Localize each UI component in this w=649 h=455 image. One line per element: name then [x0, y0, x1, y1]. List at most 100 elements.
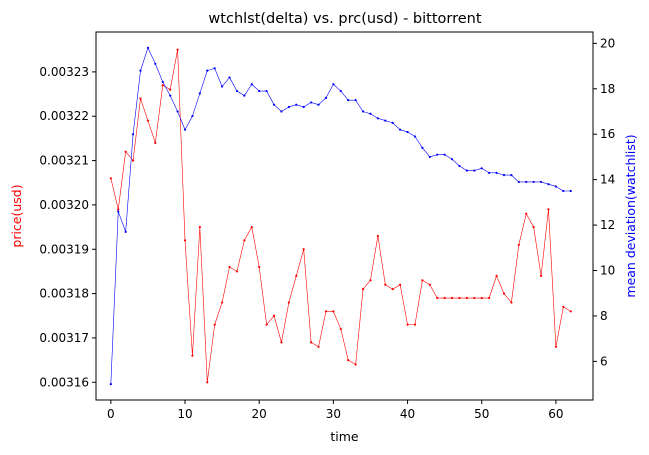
watchlist-point [169, 94, 172, 97]
price-point [206, 381, 209, 384]
price-point [436, 296, 439, 300]
price-point [287, 301, 290, 304]
price-point [495, 274, 498, 277]
price-point [265, 323, 268, 326]
price-point [488, 296, 491, 300]
price-point [406, 323, 409, 326]
y-right-tick-label: 14 [600, 173, 615, 187]
watchlist-point [406, 130, 409, 134]
watchlist-point [465, 169, 468, 172]
price-point [502, 292, 506, 295]
price-point [198, 225, 201, 229]
watchlist-point [443, 153, 446, 156]
watchlist-point [532, 180, 535, 184]
watchlist-point [228, 76, 231, 79]
watchlist-point [354, 99, 357, 102]
x-tick-label: 50 [474, 407, 489, 421]
price-point [369, 279, 372, 282]
price-point [310, 341, 313, 344]
price-point [443, 296, 446, 300]
watchlist-point [154, 62, 157, 65]
price-point [554, 345, 558, 348]
watchlist-point [399, 128, 402, 131]
y-right-tick-label: 6 [600, 354, 608, 368]
watchlist-point [428, 155, 431, 159]
price-point [176, 48, 179, 51]
watchlist-point [473, 169, 476, 172]
price-point [480, 296, 483, 300]
watchlist-point [539, 180, 543, 184]
y-right-tick-label: 18 [600, 82, 615, 96]
y-left-tick-label: 0.00321 [39, 154, 89, 168]
y-left-tick-label: 0.00317 [39, 331, 89, 345]
watchlist-point [206, 69, 209, 72]
price-point [413, 323, 417, 326]
watchlist-point [554, 185, 558, 188]
watchlist-point [243, 94, 246, 97]
price-point [399, 283, 402, 286]
price-point [517, 243, 520, 246]
price-point [139, 97, 142, 100]
watchlist-point [287, 105, 290, 109]
y-axis-right-label: mean deviation(watchlist) [623, 134, 638, 297]
price-point [161, 84, 164, 87]
price-point [525, 212, 528, 215]
price-point [146, 119, 150, 122]
watchlist-point [258, 89, 261, 93]
price-point [280, 341, 283, 344]
price-point [532, 225, 535, 229]
watchlist-point [495, 171, 498, 174]
watchlist-point [139, 69, 142, 72]
price-point [109, 177, 112, 180]
watchlist-point [421, 146, 424, 149]
price-point [235, 270, 239, 273]
price-point [428, 283, 431, 286]
watchlist-point [310, 101, 313, 104]
price-point [213, 323, 216, 326]
price-point [465, 296, 468, 300]
x-tick-label: 40 [400, 407, 415, 421]
watchlist-point [324, 96, 328, 99]
watchlist-series [109, 46, 572, 386]
watchlist-point [488, 171, 491, 174]
y-left-tick-label: 0.00323 [39, 65, 89, 79]
x-axis-label: time [330, 429, 359, 444]
price-point [131, 159, 135, 162]
price-point [569, 310, 572, 313]
y-right-tick-label: 12 [600, 218, 615, 232]
watchlist-point [480, 167, 483, 170]
watchlist-point [450, 158, 454, 161]
x-tick-label: 30 [326, 407, 341, 421]
price-point [539, 274, 543, 277]
price-point [376, 234, 379, 238]
watchlist-point [317, 103, 320, 106]
y-left-tick-label: 0.00320 [39, 198, 89, 212]
y-left-tick-label: 0.00318 [39, 287, 89, 301]
price-point [391, 288, 394, 291]
price-point [258, 265, 261, 269]
price-point [272, 314, 276, 317]
watchlist-point [347, 99, 350, 102]
chart-title: wtchlst(delta) vs. prc(usd) - bittorrent [208, 11, 481, 27]
price-point [347, 358, 350, 362]
y-axis-left: 0.00316 0.00317 0.00318 0.00319 0.00320 0.003… [39, 65, 96, 389]
watchlist-point [517, 180, 520, 184]
price-point [250, 225, 253, 229]
price-point [302, 248, 305, 251]
x-tick-label: 0 [107, 407, 115, 421]
y-right-tick-label: 16 [600, 127, 615, 141]
plot-area [95, 31, 594, 401]
price-point [458, 296, 461, 300]
price-point [324, 310, 328, 313]
watchlist-point [562, 189, 565, 193]
watchlist-point [250, 83, 253, 86]
price-point [562, 305, 565, 308]
price-point [339, 327, 342, 331]
watchlist-point [198, 92, 201, 95]
watchlist-point [376, 117, 379, 120]
y-axis-left-label: price(usd) [9, 184, 24, 247]
price-point [354, 363, 357, 366]
watchlist-point [391, 121, 394, 124]
price-point [361, 288, 365, 291]
watchlist-point [161, 80, 164, 84]
